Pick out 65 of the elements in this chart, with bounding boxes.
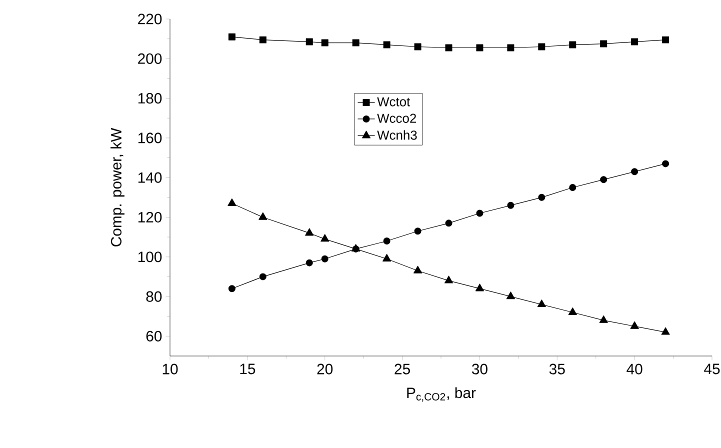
point (600, 40, 608, 48)
x-tick-label: 15 (240, 364, 256, 374)
point (631, 38, 638, 46)
point (352, 39, 360, 46)
point (259, 36, 266, 44)
legend-label: Wcco2 (377, 114, 416, 123)
point (321, 255, 328, 262)
point (445, 220, 452, 227)
legend-label: Wcnh3 (377, 130, 417, 140)
x-tick-label: 40 (626, 364, 642, 374)
x-axis-title: P$_{c,CO2}$, bar (407, 387, 476, 402)
legend-label: Wctot (377, 97, 410, 106)
y-tick-label: 220 (138, 14, 162, 24)
point (476, 44, 484, 52)
x-tick-label: 20 (317, 364, 333, 374)
point (320, 234, 330, 242)
y-tick-label: 80 (146, 291, 162, 302)
point (444, 276, 454, 284)
y-axis-title: Comp. power, kW (110, 128, 124, 246)
point (662, 160, 670, 168)
x-tick-label: 30 (472, 364, 488, 374)
point (476, 210, 484, 217)
y-tick-label: 120 (138, 212, 162, 223)
point (538, 43, 546, 50)
x-tick-label: 25 (394, 364, 410, 374)
point (382, 254, 392, 262)
point (569, 184, 576, 191)
point (383, 41, 390, 48)
x-tick-label: 45 (704, 364, 720, 374)
point (383, 238, 390, 245)
point (538, 194, 546, 201)
point (305, 228, 314, 236)
point (475, 284, 484, 292)
point (506, 292, 515, 300)
point (414, 228, 422, 235)
x-tick-label: 35 (549, 364, 565, 374)
y-tick-label: 180 (138, 93, 162, 104)
point (569, 41, 576, 48)
y-tick-label: 140 (138, 172, 162, 183)
point (414, 43, 422, 50)
point (630, 321, 639, 329)
point (306, 259, 313, 266)
point (445, 44, 452, 52)
point (228, 285, 236, 292)
y-tick-label: 60 (146, 330, 162, 342)
point (259, 273, 266, 280)
point (228, 198, 236, 206)
point (507, 44, 514, 52)
y-tick-label: 200 (138, 53, 162, 64)
point (258, 212, 268, 220)
point (321, 39, 328, 46)
y-tick-label: 160 (138, 132, 162, 144)
y-tick-label: 100 (138, 252, 162, 262)
point (413, 266, 422, 274)
point (568, 307, 577, 315)
point (600, 176, 608, 184)
point (661, 327, 670, 335)
point (631, 168, 638, 176)
point (228, 33, 236, 40)
point (599, 315, 608, 323)
point (507, 202, 514, 209)
point (306, 38, 313, 46)
x-tick-label: 10 (162, 364, 178, 374)
point (537, 300, 546, 308)
point (662, 36, 670, 44)
